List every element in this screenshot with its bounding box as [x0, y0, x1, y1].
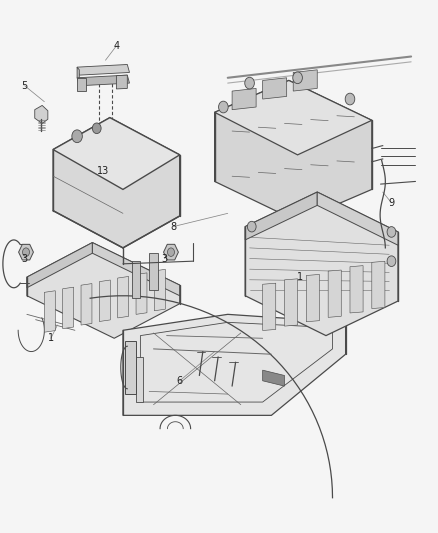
Polygon shape — [232, 88, 256, 110]
Polygon shape — [92, 243, 180, 296]
Polygon shape — [99, 280, 110, 321]
Polygon shape — [149, 253, 158, 290]
Polygon shape — [18, 244, 33, 260]
Polygon shape — [317, 192, 398, 245]
Polygon shape — [117, 75, 127, 89]
Circle shape — [247, 221, 256, 232]
Circle shape — [345, 93, 355, 105]
Polygon shape — [77, 78, 86, 91]
Polygon shape — [63, 287, 74, 329]
Circle shape — [293, 72, 302, 84]
Polygon shape — [154, 269, 165, 311]
Polygon shape — [328, 270, 341, 317]
Circle shape — [22, 248, 29, 256]
Polygon shape — [77, 67, 79, 80]
Polygon shape — [163, 244, 178, 260]
Polygon shape — [77, 64, 130, 75]
Text: 4: 4 — [113, 41, 120, 51]
Polygon shape — [350, 265, 363, 313]
Polygon shape — [285, 279, 297, 326]
Polygon shape — [372, 261, 385, 309]
Polygon shape — [53, 118, 180, 189]
Polygon shape — [44, 290, 55, 332]
Text: 5: 5 — [21, 81, 28, 91]
Polygon shape — [125, 341, 136, 394]
Polygon shape — [136, 357, 143, 402]
Text: 13: 13 — [97, 166, 110, 176]
Text: 9: 9 — [389, 198, 395, 208]
Polygon shape — [245, 192, 398, 336]
Polygon shape — [263, 78, 287, 99]
Text: 6: 6 — [177, 376, 183, 386]
Circle shape — [167, 248, 174, 256]
Polygon shape — [118, 277, 129, 318]
Polygon shape — [263, 283, 276, 330]
Polygon shape — [293, 70, 317, 91]
Text: 1: 1 — [297, 272, 303, 282]
Polygon shape — [35, 106, 48, 124]
Polygon shape — [263, 370, 285, 386]
Polygon shape — [215, 80, 372, 221]
Polygon shape — [132, 261, 141, 298]
Text: 8: 8 — [170, 222, 176, 232]
Polygon shape — [136, 273, 147, 314]
Polygon shape — [306, 274, 319, 322]
Text: 1: 1 — [48, 333, 54, 343]
Text: 3: 3 — [21, 254, 28, 263]
Polygon shape — [53, 118, 180, 248]
Circle shape — [245, 77, 254, 89]
Text: 3: 3 — [161, 254, 167, 263]
Circle shape — [92, 123, 101, 134]
Polygon shape — [77, 75, 130, 86]
Polygon shape — [27, 243, 92, 288]
Polygon shape — [245, 192, 317, 240]
Polygon shape — [215, 80, 372, 155]
Circle shape — [72, 130, 82, 143]
Polygon shape — [27, 243, 180, 338]
Circle shape — [387, 256, 396, 266]
Polygon shape — [123, 314, 346, 415]
Circle shape — [387, 227, 396, 237]
Circle shape — [219, 101, 228, 113]
Polygon shape — [81, 284, 92, 325]
